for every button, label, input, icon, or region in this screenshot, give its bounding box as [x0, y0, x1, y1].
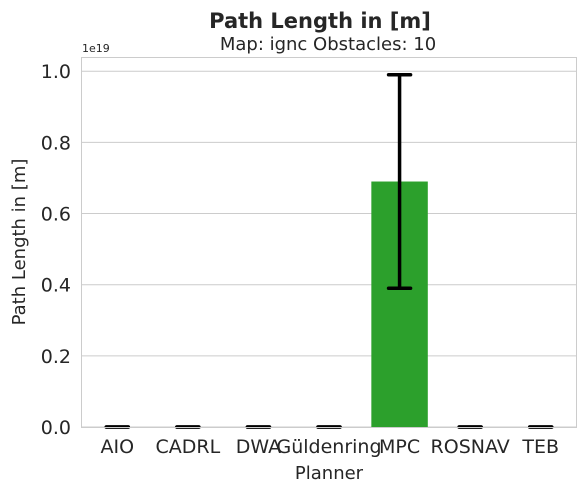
x-tick-label: Güldenring	[276, 436, 381, 458]
chart-title: Path Length in [m]	[209, 9, 431, 33]
y-tick-label: 0.8	[41, 132, 71, 154]
x-tick-label: ROSNAV	[431, 436, 510, 458]
y-tick-label: 1.0	[41, 61, 71, 83]
x-tick-label: DWA	[236, 436, 281, 458]
y-tick-labels: 0.0 0.2 0.4 0.6 0.8 1.0	[41, 61, 71, 439]
x-axis-label: Planner	[295, 463, 364, 484]
x-tick-label: TEB	[521, 436, 559, 458]
error-bars	[104, 73, 554, 429]
chart-subtitle: Map: ignc Obstacles: 10	[220, 34, 436, 55]
y-tick-label: 0.6	[41, 204, 71, 226]
y-gridlines	[82, 70, 576, 428]
y-tick-label: 0.2	[41, 346, 71, 368]
x-tick-label: CADRL	[156, 436, 221, 458]
y-tick-label: 0.0	[41, 417, 71, 439]
y-axis-label: Path Length in [m]	[9, 159, 30, 326]
y-offset-label: 1e19	[82, 42, 110, 55]
x-tick-label: MPC	[379, 436, 420, 458]
x-tick-label: AIO	[101, 436, 135, 458]
plot-frame	[81, 57, 577, 428]
error-bar-mpc	[386, 73, 413, 290]
y-tick-label: 0.4	[41, 275, 71, 297]
